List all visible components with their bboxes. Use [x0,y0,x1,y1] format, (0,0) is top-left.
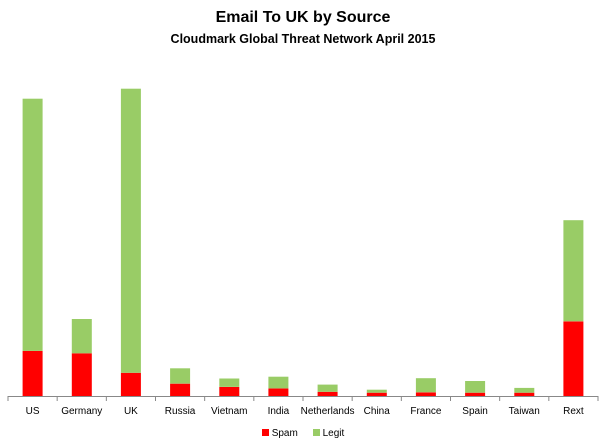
legend-swatch-spam [261,429,269,436]
bar-legit-us [22,98,43,351]
x-tick-label: UK [124,406,138,417]
bar-spam-netherlands [317,391,338,396]
x-tick-label: Russia [165,406,196,417]
bar-spam-france [415,392,436,396]
bar-legit-china [366,389,387,393]
bar-legit-taiwan [514,387,535,393]
chart-title: Email To UK by Source [215,9,391,26]
x-tick-label: Spain [462,406,488,417]
bar-spam-rext [563,321,584,396]
bar-spam-india [268,388,289,396]
x-tick-label: Rext [563,406,584,417]
chart-legend: Spam Legit [0,428,606,439]
legend-label-legit: Legit [322,428,345,439]
bar-legit-india [268,376,289,389]
bar-spam-us [22,350,43,396]
bar-spam-germany [71,353,92,396]
x-tick-label: India [268,406,290,417]
legend-label-spam: Spam [271,428,298,439]
chart-subtitle: Cloudmark Global Threat Network April 20… [170,32,436,46]
legend-item-spam: Spam [261,428,298,439]
bar-legit-germany [71,319,92,354]
bar-spam-vietnam [219,387,240,396]
bar-legit-spain [465,381,486,393]
bar-spam-spain [465,392,486,396]
bar-spam-russia [170,383,191,396]
x-tick-label: Taiwan [509,406,540,417]
bar-legit-russia [170,368,191,384]
x-tick-label: Netherlands [301,406,355,417]
legend-swatch-legit [312,429,320,436]
bar-legit-netherlands [317,384,338,392]
bar-legit-vietnam [219,378,240,387]
x-tick-label: Germany [61,406,102,417]
bar-spam-uk [120,372,141,396]
x-tick-label: France [410,406,442,417]
legend-item-legit: Legit [312,428,345,439]
x-tick-label: US [26,406,40,417]
bar-spam-china [366,392,387,396]
bar-legit-france [415,378,436,393]
bar-legit-rext [563,220,584,322]
x-tick-label: China [364,406,391,417]
x-tick-label: Vietnam [211,406,248,417]
bar-spam-taiwan [514,392,535,396]
bar-legit-uk [120,88,141,373]
